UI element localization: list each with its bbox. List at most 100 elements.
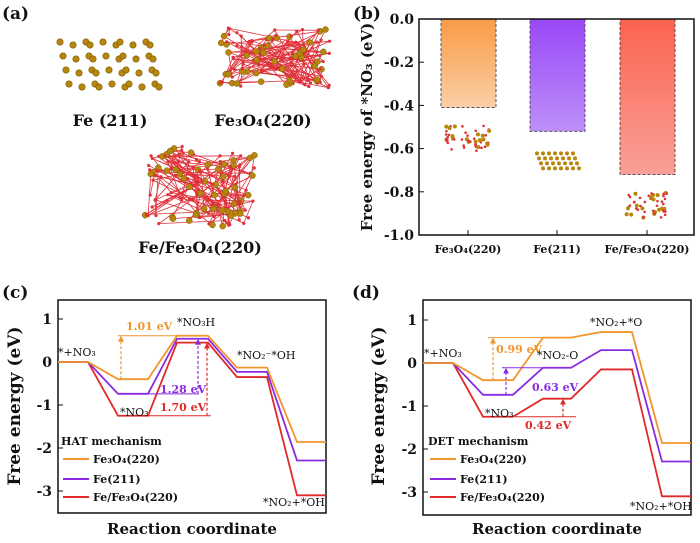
state-label: *+NO₃ bbox=[424, 347, 462, 360]
bond bbox=[234, 40, 330, 84]
atom bbox=[485, 142, 490, 147]
fe-atom bbox=[244, 191, 252, 199]
atom bbox=[648, 195, 653, 200]
state-label: *NO₃ bbox=[485, 407, 514, 420]
d-xlabel: Reaction coordinate bbox=[472, 520, 642, 538]
atom bbox=[462, 146, 466, 149]
o-atom bbox=[148, 168, 152, 172]
fe-atom bbox=[322, 26, 329, 33]
plot-frame bbox=[422, 299, 692, 516]
atom bbox=[633, 191, 638, 196]
o-atom bbox=[290, 52, 295, 56]
o-atom bbox=[318, 53, 322, 58]
state-label: *+NO₃ bbox=[58, 346, 96, 359]
atom bbox=[462, 144, 465, 147]
state-label: *NO₂-O bbox=[537, 349, 578, 362]
o-atom bbox=[231, 151, 235, 155]
fe-atom bbox=[571, 166, 575, 171]
fe-atom bbox=[89, 55, 97, 63]
bond bbox=[242, 63, 309, 87]
barrier-label: 1.28 eV bbox=[160, 383, 207, 396]
fe-atom bbox=[69, 41, 77, 49]
o-atom bbox=[293, 64, 297, 68]
bond bbox=[221, 57, 234, 83]
o-atom bbox=[225, 40, 229, 44]
fe-atom bbox=[204, 161, 212, 168]
fe-atom bbox=[172, 166, 179, 173]
atom bbox=[628, 195, 632, 199]
o-atom bbox=[326, 86, 331, 90]
atom bbox=[662, 209, 665, 213]
series-line bbox=[423, 349, 691, 463]
o-atom bbox=[241, 60, 245, 64]
d-ylabel: Free energy (eV) bbox=[369, 326, 389, 485]
atom bbox=[639, 204, 642, 208]
fe-atom bbox=[561, 156, 565, 161]
fe-atom bbox=[260, 49, 267, 57]
o-atom bbox=[292, 72, 296, 77]
o-atom bbox=[274, 33, 278, 37]
state-label: *NO₂+*O bbox=[590, 316, 642, 329]
atom bbox=[480, 133, 485, 138]
fe-atom bbox=[220, 160, 228, 168]
o-atom bbox=[220, 180, 224, 184]
y-tick-label: -0.6 bbox=[384, 142, 414, 158]
o-atom bbox=[194, 157, 199, 162]
o-atom bbox=[166, 159, 170, 163]
fe-atom bbox=[265, 34, 273, 42]
o-atom bbox=[236, 201, 240, 206]
atom bbox=[450, 148, 453, 151]
o-atom bbox=[298, 80, 302, 84]
y-tick-label: -1.0 bbox=[384, 228, 414, 244]
fe-atom bbox=[209, 221, 216, 229]
fe-atom bbox=[186, 183, 193, 191]
bond bbox=[289, 79, 329, 89]
atom bbox=[660, 200, 664, 204]
atom bbox=[643, 210, 646, 214]
bond bbox=[232, 79, 318, 84]
fe-atom bbox=[119, 52, 127, 60]
atom bbox=[651, 197, 656, 202]
o-atom bbox=[246, 216, 251, 220]
det-energy-profile: 1 0 -1 -2 -3 0.99 eV 0.63 eV 0.42 eV *+NO₃ *NO₃ *N… bbox=[401, 299, 692, 516]
fe-atom bbox=[231, 184, 239, 191]
atom bbox=[444, 124, 449, 129]
o-atom bbox=[295, 29, 299, 33]
fe-atom bbox=[535, 151, 539, 156]
fe-atom bbox=[575, 161, 579, 166]
atom bbox=[643, 200, 647, 204]
fe-atom bbox=[176, 170, 184, 178]
atom bbox=[467, 139, 470, 143]
atom bbox=[640, 206, 645, 211]
barrier-label: 1.01 eV bbox=[126, 320, 173, 333]
fe-atom bbox=[217, 39, 225, 47]
o-atom bbox=[149, 154, 153, 158]
o-atom bbox=[305, 79, 310, 83]
fe-atom bbox=[563, 161, 567, 166]
bond bbox=[228, 27, 296, 43]
bond bbox=[223, 164, 241, 178]
o-atom bbox=[178, 195, 182, 200]
o-atom bbox=[218, 159, 222, 164]
o-atom bbox=[251, 58, 255, 63]
o-atom bbox=[258, 47, 262, 51]
y-tick-label: -1 bbox=[401, 399, 417, 415]
o-atom bbox=[240, 66, 244, 71]
bar bbox=[619, 18, 676, 176]
y-tick-label: -1 bbox=[36, 398, 52, 414]
bond bbox=[243, 200, 254, 224]
fe-atom bbox=[559, 151, 563, 156]
o-atom bbox=[307, 84, 311, 89]
atom bbox=[444, 133, 448, 136]
o-atom bbox=[153, 198, 157, 202]
fe-atom bbox=[125, 80, 133, 88]
state-label: *NO₂⁻*OH bbox=[237, 349, 295, 362]
legend-label: Fe/Fe₃O₄(220) bbox=[460, 491, 545, 504]
bond bbox=[303, 63, 311, 84]
o-atom bbox=[291, 57, 295, 61]
bond bbox=[229, 28, 242, 37]
o-atom bbox=[220, 80, 224, 84]
atom bbox=[473, 139, 478, 144]
bond bbox=[207, 168, 239, 204]
